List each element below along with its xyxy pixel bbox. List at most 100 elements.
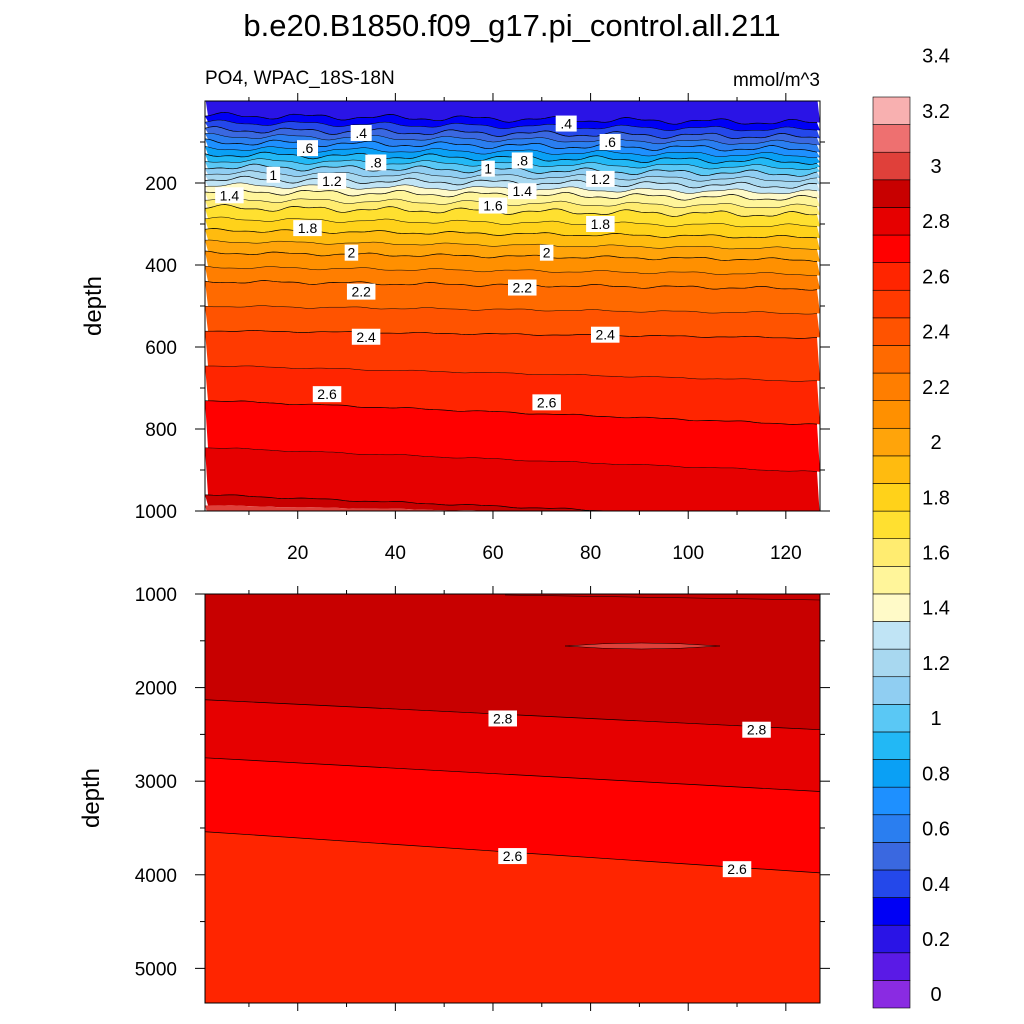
contour-label-box bbox=[532, 394, 561, 411]
contour-label: .4 bbox=[355, 125, 367, 141]
contour-label-box bbox=[293, 220, 322, 237]
contour-label: 2.8 bbox=[493, 710, 513, 726]
colorbar-swatch bbox=[872, 96, 911, 125]
y-tick-label: 200 bbox=[145, 174, 177, 195]
y-tick-label: 5000 bbox=[135, 959, 177, 980]
colorbar-label: 3.4 bbox=[922, 46, 950, 68]
fill-band bbox=[205, 197, 820, 217]
contour-label: .6 bbox=[604, 134, 616, 150]
contour-line bbox=[205, 126, 818, 139]
upper-y-axis-label: depth bbox=[80, 276, 107, 336]
colorbar-label: 2.8 bbox=[922, 211, 950, 233]
y-tick-label: 400 bbox=[145, 256, 177, 277]
x-tick-label: 80 bbox=[580, 543, 601, 564]
y-tick-label: 4000 bbox=[135, 866, 177, 887]
contour-line bbox=[205, 158, 818, 171]
colorbar-label: 1.6 bbox=[922, 543, 950, 565]
lower-plot-frame bbox=[204, 593, 821, 1004]
contour-label: .4 bbox=[560, 116, 572, 132]
colorbar-label: 1.4 bbox=[922, 598, 950, 620]
contour-label: 2.4 bbox=[596, 327, 616, 343]
colorbar-swatch bbox=[872, 179, 911, 208]
lower-color-fill bbox=[205, 594, 820, 1003]
contour-line bbox=[205, 400, 818, 425]
contour-label-box bbox=[539, 244, 554, 261]
contour-label-box bbox=[586, 216, 615, 232]
colorbar-swatch bbox=[872, 289, 911, 319]
contour-label-box bbox=[511, 152, 533, 169]
contour-label-box bbox=[742, 721, 771, 738]
colorbar-swatch bbox=[872, 648, 911, 678]
colorbar-swatch bbox=[872, 372, 911, 401]
contour-label-box bbox=[365, 154, 387, 171]
fill-band bbox=[205, 228, 820, 250]
contour-label-box bbox=[344, 244, 359, 261]
contour-line bbox=[205, 151, 818, 165]
fill-band bbox=[205, 170, 820, 189]
fill-band bbox=[205, 831, 820, 1003]
contour-label: 2.6 bbox=[537, 394, 557, 410]
contour-label: .8 bbox=[516, 152, 528, 168]
colorbar-swatch bbox=[872, 566, 911, 595]
contour-label: 1.2 bbox=[322, 173, 342, 189]
contour-label: 1.8 bbox=[591, 216, 611, 232]
contour-line bbox=[205, 111, 818, 125]
colorbar-label: 3.2 bbox=[922, 101, 950, 123]
fill-band bbox=[205, 251, 820, 276]
contour-label: .8 bbox=[370, 155, 382, 171]
colorbar-label: 2.4 bbox=[922, 322, 950, 344]
contour-line bbox=[205, 757, 820, 792]
x-tick-label: 40 bbox=[385, 543, 406, 564]
colorbar-swatch bbox=[872, 621, 911, 650]
upper-panel: .4 .4 .6 .6 .8 .8 1 1 1.2 1.2 1.4 1.4 1.6 1.8 1.8 2 2 2.2… bbox=[80, 93, 830, 564]
contour-label: 2.6 bbox=[317, 386, 337, 402]
contour-line bbox=[205, 170, 818, 183]
colorbar-label: 0.4 bbox=[922, 874, 950, 896]
contour-label-box bbox=[266, 166, 281, 183]
x-tick-label: 100 bbox=[672, 543, 704, 564]
contour-label: 1 bbox=[484, 161, 492, 177]
colorbar-swatch bbox=[872, 317, 911, 346]
fill-band bbox=[205, 101, 820, 125]
upper-axis-ticks: 20 40 60 80 100 120 200 400 600 800 1000 bbox=[135, 93, 830, 564]
x-tick-label: 20 bbox=[287, 543, 308, 564]
colorbar-label: 0.6 bbox=[922, 819, 950, 841]
contour-line bbox=[205, 133, 818, 146]
colorbar-swatch bbox=[872, 455, 911, 484]
contour-line bbox=[205, 163, 818, 177]
contour-label: 2 bbox=[543, 245, 551, 261]
contour-line bbox=[205, 239, 818, 251]
colorbar-swatch bbox=[872, 786, 911, 816]
contour-line bbox=[205, 119, 818, 132]
colorbar-swatch bbox=[872, 538, 911, 567]
contour-line bbox=[205, 447, 818, 472]
contour-label-box bbox=[351, 328, 381, 345]
contour-line bbox=[205, 305, 818, 315]
x-tick-label: 120 bbox=[770, 543, 802, 564]
contour-label: 2.6 bbox=[503, 848, 523, 864]
upper-contour-labels: .4 .4 .6 .6 .8 .8 1 1 1.2 1.2 1.4 1.4 1.6 1.8 1.8 2 2 2.2… bbox=[215, 115, 621, 411]
colorbar-label: 2.6 bbox=[922, 266, 950, 288]
fill-band bbox=[205, 365, 820, 425]
y-tick-label: 1000 bbox=[135, 502, 177, 523]
contour-line bbox=[205, 494, 641, 511]
contour-label: 2.2 bbox=[351, 284, 371, 300]
units-label: mmol/m^3 bbox=[733, 70, 820, 91]
contour-line bbox=[205, 175, 818, 189]
colorbar-label: 1 bbox=[930, 708, 941, 730]
contour-label-box bbox=[498, 848, 527, 865]
contour-label-box bbox=[297, 140, 318, 157]
contour-label: 2.4 bbox=[356, 329, 376, 345]
colorbar-label: 1.8 bbox=[922, 487, 950, 509]
upper-contour-lines bbox=[205, 111, 818, 511]
colorbar-swatch bbox=[872, 124, 911, 153]
colorbar-swatch bbox=[872, 924, 911, 954]
contour-label-box bbox=[312, 386, 342, 403]
colorbar-swatch bbox=[872, 842, 911, 871]
contour-label-box bbox=[478, 197, 508, 214]
contour-label-box bbox=[586, 170, 615, 187]
contour-line bbox=[205, 196, 818, 208]
colorbar-swatch bbox=[872, 980, 911, 1009]
contour-label: 1.4 bbox=[220, 187, 240, 203]
contour-label: 1.8 bbox=[298, 220, 318, 236]
